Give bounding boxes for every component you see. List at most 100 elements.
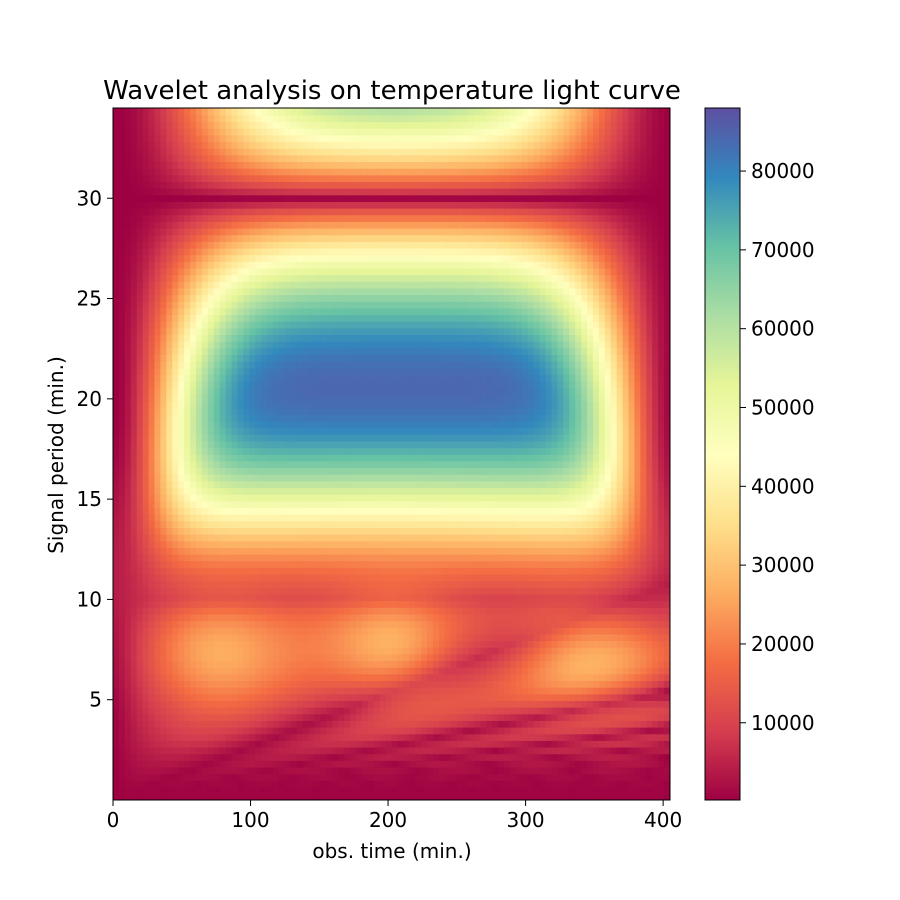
heatmap-cell	[367, 686, 375, 695]
heatmap-cell	[160, 553, 168, 562]
heatmap-cell	[278, 720, 286, 728]
heatmap-cell	[403, 587, 411, 595]
heatmap-cell	[272, 480, 280, 489]
heatmap-cell	[569, 580, 576, 588]
heatmap-cell	[332, 587, 339, 595]
heatmap-cell	[427, 513, 434, 522]
heatmap-cell	[462, 666, 470, 675]
heatmap-cell	[172, 786, 179, 795]
heatmap-cell	[213, 713, 221, 721]
heatmap-cell	[243, 753, 251, 761]
heatmap-cell	[604, 733, 612, 741]
heatmap-cell	[385, 573, 393, 582]
heatmap-cell	[397, 693, 405, 701]
heatmap-cell	[450, 646, 458, 655]
heatmap-cell	[610, 587, 618, 595]
heatmap-cell	[207, 686, 215, 695]
heatmap-cell	[444, 540, 452, 548]
heatmap-cell	[314, 467, 322, 475]
heatmap-cell	[201, 600, 209, 608]
heatmap-cell	[634, 540, 642, 548]
heatmap-cell	[361, 607, 369, 615]
heatmap-cell	[592, 553, 600, 562]
heatmap-cell	[575, 773, 582, 781]
heatmap-cell	[427, 500, 434, 509]
heatmap-cell	[124, 653, 132, 662]
heatmap-cell	[302, 560, 310, 568]
heatmap-cell	[658, 640, 665, 648]
heatmap-cell	[409, 547, 417, 555]
heatmap-cell	[438, 673, 446, 682]
heatmap-cell	[474, 527, 482, 535]
heatmap-cell	[237, 660, 245, 668]
heatmap-cell	[201, 760, 209, 768]
heatmap-cell	[587, 593, 594, 602]
heatmap-cell	[634, 646, 642, 655]
heatmap-cell	[409, 733, 417, 741]
heatmap-cell	[237, 766, 245, 775]
heatmap-cell	[272, 487, 280, 495]
heatmap-cell	[373, 473, 381, 482]
heatmap-cell	[350, 460, 357, 469]
heatmap-cell	[403, 533, 411, 542]
heatmap-cell	[195, 620, 203, 628]
heatmap-cell	[172, 513, 179, 522]
heatmap-cell	[190, 620, 197, 628]
heatmap-cell	[427, 447, 434, 455]
heatmap-cell	[344, 660, 351, 668]
heatmap-cell	[652, 706, 659, 715]
heatmap-cell	[498, 726, 505, 735]
heatmap-cell	[272, 454, 280, 462]
heatmap-cell	[237, 673, 245, 682]
heatmap-cell	[130, 633, 138, 642]
heatmap-cell	[160, 520, 168, 528]
heatmap-cell	[444, 646, 452, 655]
heatmap-cell	[634, 760, 642, 768]
heatmap-cell	[326, 507, 334, 515]
heatmap-cell	[515, 726, 523, 735]
heatmap-cell	[350, 793, 357, 800]
heatmap-cell	[178, 454, 185, 462]
heatmap-cell	[118, 660, 126, 668]
heatmap-cell	[243, 573, 251, 582]
heatmap-cell	[658, 693, 665, 701]
heatmap-cell	[379, 613, 387, 622]
heatmap-cell	[409, 454, 417, 462]
heatmap-cell	[361, 520, 369, 528]
heatmap-cell	[581, 540, 588, 548]
heatmap-cell	[267, 547, 274, 555]
heatmap-cell	[243, 593, 251, 602]
heatmap-cell	[438, 547, 446, 555]
heatmap-cell	[207, 653, 215, 662]
heatmap-cell	[355, 473, 363, 482]
heatmap-cell	[113, 713, 120, 721]
heatmap-cell	[456, 553, 464, 562]
heatmap-cell	[261, 487, 268, 495]
heatmap-cell	[367, 513, 375, 522]
heatmap-cell	[391, 793, 399, 800]
heatmap-cell	[427, 640, 434, 648]
heatmap-cell	[373, 573, 381, 582]
heatmap-cell	[498, 646, 505, 655]
heatmap-cell	[391, 740, 399, 748]
heatmap-cell	[421, 653, 428, 662]
heatmap-cell	[468, 673, 476, 682]
heatmap-cell	[539, 627, 547, 635]
heatmap-cell	[237, 600, 245, 608]
heatmap-cell	[195, 573, 203, 582]
heatmap-cell	[486, 766, 494, 775]
heatmap-cell	[278, 580, 286, 588]
heatmap-cell	[480, 553, 488, 562]
heatmap-cell	[190, 587, 197, 595]
heatmap-cell	[278, 773, 286, 781]
heatmap-cell	[148, 480, 156, 489]
heatmap-cell	[302, 547, 310, 555]
heatmap-cell	[450, 627, 458, 635]
heatmap-cell	[148, 746, 156, 755]
heatmap-cell	[338, 706, 345, 715]
heatmap-cell	[510, 507, 517, 515]
heatmap-cell	[533, 686, 541, 695]
heatmap-cell	[225, 700, 233, 708]
heatmap-cell	[634, 493, 642, 502]
heatmap-cell	[320, 693, 328, 701]
